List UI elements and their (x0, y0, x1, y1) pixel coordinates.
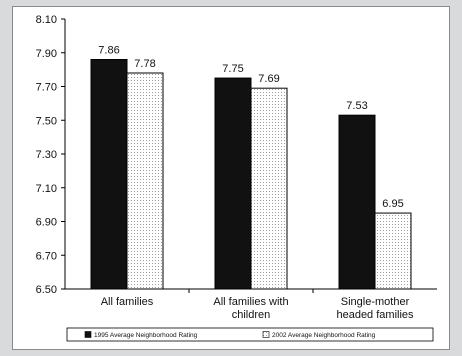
bar-2002 (126, 72, 164, 290)
category-label: headed families (336, 309, 414, 321)
bar-2002 (374, 212, 412, 290)
data-label: 7.69 (258, 73, 279, 85)
data-label: 7.86 (98, 45, 119, 57)
legend-swatch-1995 (84, 331, 92, 338)
category-label: All families with (213, 296, 288, 308)
category-label: All families (101, 296, 154, 308)
y-tick-label: 7.90 (36, 48, 57, 60)
legend-swatch-2002 (262, 331, 270, 338)
y-tick-label: 7.30 (36, 149, 57, 161)
data-label: 7.53 (346, 100, 367, 112)
data-label: 7.78 (134, 58, 155, 70)
data-label: 7.75 (222, 63, 243, 75)
y-tick-label: 6.70 (36, 250, 57, 262)
bar-1995 (90, 59, 128, 290)
category-label: Single-mother (341, 296, 410, 308)
legend: 1995 Average Neighborhood Rating 2002 Ave… (66, 327, 434, 342)
bar-1995 (214, 77, 252, 290)
legend-label: 1995 Average Neighborhood Rating (94, 332, 198, 339)
legend-label: 2002 Average Neighborhood Rating (272, 332, 376, 339)
bar-1995 (338, 114, 376, 290)
y-tick-label: 7.10 (36, 183, 57, 195)
labels: 7.86 7.78 All families 7.75 7.69 All families… (98, 45, 414, 322)
chart-frame: 6.50 6.70 6.90 7.10 7.30 7.50 7.70 7.90 8.10 7.8… (12, 6, 450, 350)
y-tick-label: 6.90 (36, 217, 57, 229)
y-tick-label: 6.50 (36, 284, 57, 296)
bar-chart: 6.50 6.70 6.90 7.10 7.30 7.50 7.70 7.90 8.10 7.8… (36, 14, 437, 342)
legend-box (66, 327, 434, 342)
y-tick-label: 8.10 (36, 14, 57, 26)
category-label: children (232, 309, 271, 321)
y-tick-label: 7.70 (36, 82, 57, 94)
bars (90, 59, 412, 290)
y-tick-label: 7.50 (36, 115, 57, 127)
data-label: 6.95 (382, 198, 403, 210)
bar-2002 (250, 87, 288, 290)
